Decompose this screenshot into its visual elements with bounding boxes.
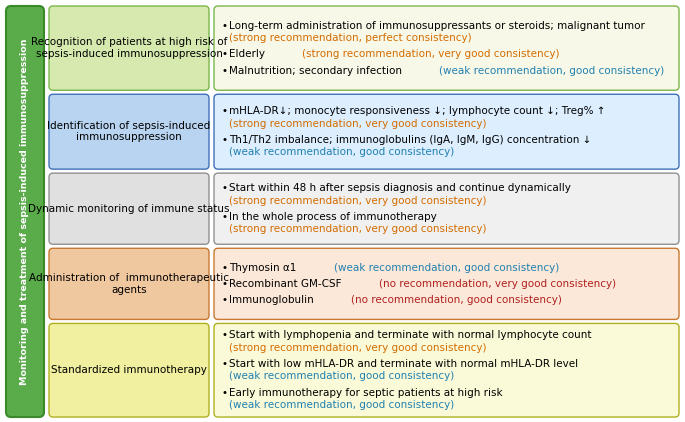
FancyBboxPatch shape	[49, 173, 209, 244]
Text: •: •	[222, 388, 228, 398]
Text: Identification of sepsis-induced
immunosuppression: Identification of sepsis-induced immunos…	[47, 121, 210, 143]
Text: (no recommendation, very good consistency): (no recommendation, very good consistenc…	[379, 279, 616, 289]
Text: Th1/Th2 imbalance; immunoglobulins (IgA, IgM, IgG) concentration ↓: Th1/Th2 imbalance; immunoglobulins (IgA,…	[229, 135, 591, 145]
FancyBboxPatch shape	[214, 173, 679, 244]
Text: (strong recommendation, very good consistency): (strong recommendation, very good consis…	[229, 119, 486, 129]
Text: mHLA-DR↓; monocyte responsiveness ↓; lymphocyte count ↓; Treg% ↑: mHLA-DR↓; monocyte responsiveness ↓; lym…	[229, 106, 606, 116]
Text: •: •	[222, 330, 228, 340]
Text: •: •	[222, 262, 228, 273]
Text: •: •	[222, 106, 228, 116]
Text: Immunoglobulin: Immunoglobulin	[229, 295, 317, 305]
Text: Early immunotherapy for septic patients at high risk: Early immunotherapy for septic patients …	[229, 388, 503, 398]
Text: In the whole process of immunotherapy: In the whole process of immunotherapy	[229, 212, 437, 222]
Text: •: •	[222, 183, 228, 193]
Text: Long-term administration of immunosuppressants or steroids; malignant tumor: Long-term administration of immunosuppre…	[229, 21, 645, 31]
Text: Dynamic monitoring of immune status: Dynamic monitoring of immune status	[28, 204, 229, 214]
FancyBboxPatch shape	[49, 248, 209, 319]
Text: (strong recommendation, very good consistency): (strong recommendation, very good consis…	[302, 49, 560, 60]
Text: (weak recommendation, good consistency): (weak recommendation, good consistency)	[439, 66, 664, 76]
Text: (weak recommendation, good consistency): (weak recommendation, good consistency)	[334, 262, 559, 273]
Text: •: •	[222, 21, 228, 31]
Text: (no recommendation, good consistency): (no recommendation, good consistency)	[351, 295, 562, 305]
Text: •: •	[222, 359, 228, 369]
Text: Malnutrition; secondary infection: Malnutrition; secondary infection	[229, 66, 406, 76]
Text: •: •	[222, 49, 228, 60]
Text: (strong recommendation, very good consistency): (strong recommendation, very good consis…	[229, 343, 486, 353]
Text: (strong recommendation, very good consistency): (strong recommendation, very good consis…	[229, 225, 486, 234]
Text: Recognition of patients at high risk of
sepsis-induced immunosuppression: Recognition of patients at high risk of …	[31, 37, 227, 59]
Text: •: •	[222, 135, 228, 145]
Text: Administration of  immunotherapeutic
agents: Administration of immunotherapeutic agen…	[29, 273, 229, 295]
Text: (weak recommendation, good consistency): (weak recommendation, good consistency)	[229, 147, 454, 157]
Text: Start with low mHLA-DR and terminate with normal mHLA-DR level: Start with low mHLA-DR and terminate wit…	[229, 359, 578, 369]
Text: Thymosin α1: Thymosin α1	[229, 262, 299, 273]
Text: Start within 48 h after sepsis diagnosis and continue dynamically: Start within 48 h after sepsis diagnosis…	[229, 183, 571, 193]
FancyBboxPatch shape	[6, 6, 44, 417]
Text: (weak recommendation, good consistency): (weak recommendation, good consistency)	[229, 400, 454, 410]
Text: (strong recommendation, very good consistency): (strong recommendation, very good consis…	[229, 195, 486, 206]
Text: Recombinant GM-CSF: Recombinant GM-CSF	[229, 279, 345, 289]
Text: Elderly: Elderly	[229, 49, 269, 60]
FancyBboxPatch shape	[49, 94, 209, 169]
Text: •: •	[222, 295, 228, 305]
Text: •: •	[222, 66, 228, 76]
FancyBboxPatch shape	[49, 6, 209, 90]
FancyBboxPatch shape	[49, 323, 209, 417]
FancyBboxPatch shape	[214, 248, 679, 319]
FancyBboxPatch shape	[214, 323, 679, 417]
FancyBboxPatch shape	[214, 6, 679, 90]
Text: (weak recommendation, good consistency): (weak recommendation, good consistency)	[229, 371, 454, 381]
Text: (strong recommendation, perfect consistency): (strong recommendation, perfect consiste…	[229, 33, 472, 43]
FancyBboxPatch shape	[214, 94, 679, 169]
Text: •: •	[222, 212, 228, 222]
Text: Standardized immunotherapy: Standardized immunotherapy	[51, 365, 207, 375]
Text: Monitoring and treatment of sepsis-induced immunosuppression: Monitoring and treatment of sepsis-induc…	[21, 38, 29, 385]
Text: •: •	[222, 279, 228, 289]
Text: Start with lymphopenia and terminate with normal lymphocyte count: Start with lymphopenia and terminate wit…	[229, 330, 592, 340]
